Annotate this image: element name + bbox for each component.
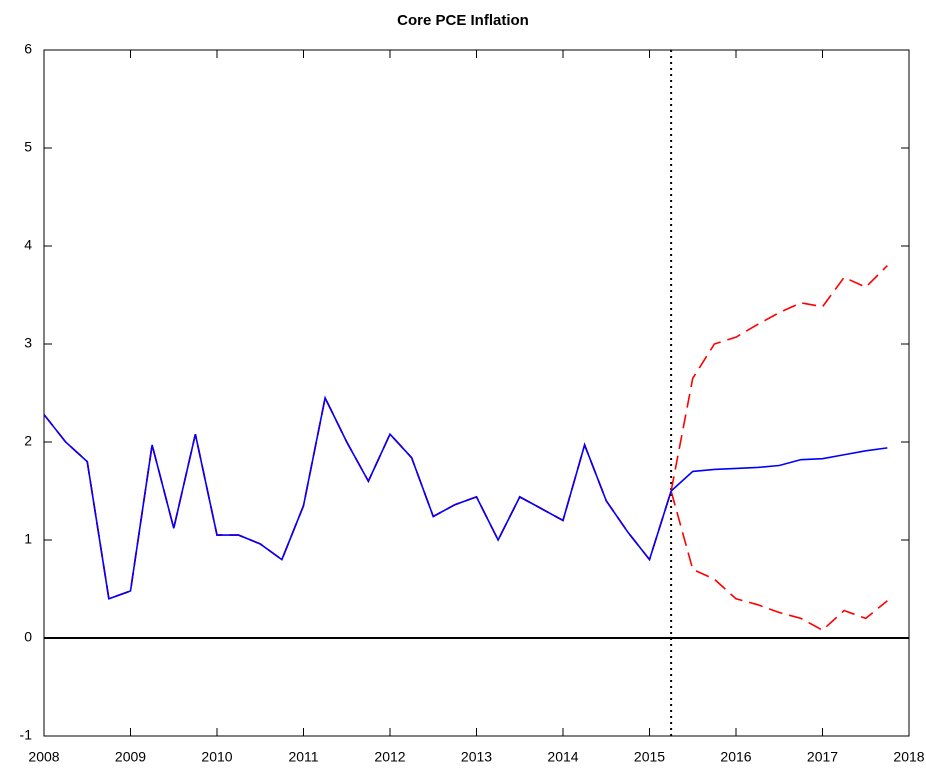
y-tick-label: 3 <box>24 335 32 351</box>
x-tick-label: 2009 <box>115 749 146 765</box>
x-tick-label: 2008 <box>28 749 59 765</box>
y-tick-label: 1 <box>24 531 32 547</box>
x-tick-label: 2010 <box>201 749 232 765</box>
series-line <box>43 395 888 600</box>
y-tick-label: 2 <box>24 433 32 449</box>
x-tick-label: 2012 <box>374 749 405 765</box>
x-tick-label: 2015 <box>634 749 665 765</box>
y-tick-label: 0 <box>24 629 32 645</box>
x-tick-label: 2016 <box>720 749 751 765</box>
x-tick-label: 2011 <box>288 749 318 765</box>
x-tick-label: 2014 <box>547 749 578 765</box>
y-tick-label: 5 <box>24 139 32 155</box>
x-tick-label: 2018 <box>893 749 924 765</box>
chart-title: Core PCE Inflation <box>397 12 529 29</box>
x-tick-label: 2017 <box>807 749 838 765</box>
y-tick-label: 4 <box>24 237 32 253</box>
y-tick-label: 6 <box>24 41 32 57</box>
y-tick-label: -1 <box>20 727 33 743</box>
x-tick-label: 2013 <box>461 749 492 765</box>
